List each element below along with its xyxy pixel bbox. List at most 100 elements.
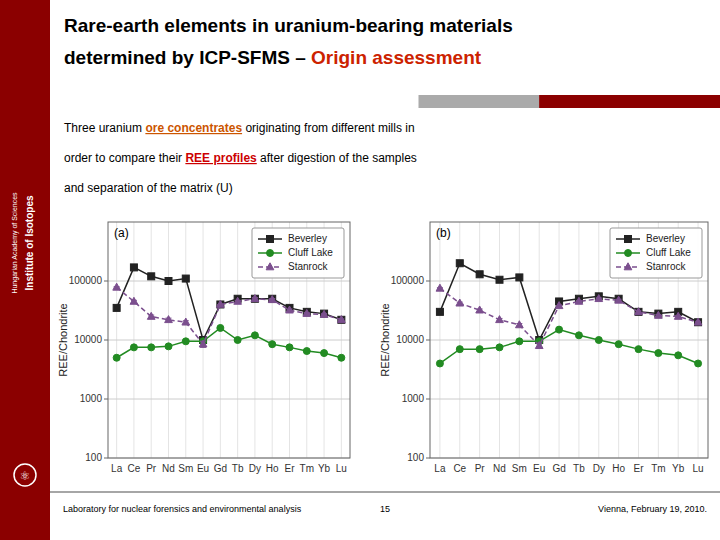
point [556,326,563,333]
point [635,308,642,315]
plot-frame [108,222,350,458]
point [456,299,464,306]
x-tick-label: Ce [128,463,141,474]
y-tick [426,281,430,282]
point [269,341,276,348]
point [199,340,207,347]
point [217,300,225,307]
legend-entry: Cluff Lake [288,247,333,258]
point [496,344,503,351]
y-tick-label: 1000 [80,393,103,404]
point [321,310,328,317]
x-tick-label: Lu [336,463,347,474]
x-tick-label: Dy [593,463,605,474]
point [496,316,504,323]
point [182,318,190,325]
point [456,346,463,353]
data-group [113,264,345,361]
subtitle-part: Origin assessment [311,47,482,68]
y-tick [104,399,108,400]
point [575,297,583,304]
footer-text: Laboratory for nuclear forensics and env… [63,504,302,514]
body-text-part: ore concentrates [145,121,242,135]
body-text-part: originating from different mills in [242,121,415,135]
point [269,295,276,302]
point [182,338,189,345]
point [338,316,345,323]
point [130,344,137,351]
x-tick-label: Er [634,463,645,474]
point [476,271,483,278]
point [516,338,523,345]
panel-label: (b) [436,226,451,240]
y-grid-line [108,340,350,341]
plot-frame [430,222,708,458]
y-tick [426,399,430,400]
x-tick-label: Dy [249,463,261,474]
point [217,324,224,331]
y-tick-label: 10000 [396,334,424,345]
legend-marker [267,236,274,243]
point [516,321,524,328]
point [694,318,702,325]
point [516,274,523,281]
point [476,306,484,313]
y-tick-label: 1000 [402,393,425,404]
point [182,275,189,282]
point [165,343,172,350]
y-axis-label: REE/Chondrite [379,303,391,376]
chart: 100100010000100000LaCePrNdSmEuGdTbDyHoEr… [57,222,350,474]
x-tick-label: Gd [552,463,565,474]
point [303,348,310,355]
page: Institute of IsotopesHungarian Academy o… [0,0,720,540]
decoration-bar [419,95,540,108]
subtitle-part: determined by ICP-SFMS – [64,47,311,68]
legend-entry: Stanrock [646,261,686,272]
y-grid-line [430,399,708,400]
point [251,332,258,339]
sidebar [0,0,50,540]
point [615,295,622,302]
point [321,350,328,357]
x-tick-label: Ce [453,463,466,474]
legend: BeverleyCluff LakeStanrock [252,228,344,278]
body-text-part: REE profiles [185,151,257,165]
y-tick [104,281,108,282]
y-tick-label: 100 [407,452,424,463]
y-tick-label: 100000 [391,275,425,286]
point [436,360,443,367]
legend-marker [625,250,632,257]
sidebar-subtitle: Hungarian Academy of Sciences [11,192,19,294]
point [674,312,682,319]
point [234,337,241,344]
x-tick-label: La [111,463,123,474]
point [496,276,503,283]
point [615,341,622,348]
x-tick-label: La [434,463,446,474]
point [130,264,137,271]
legend-box [610,228,702,278]
point [251,295,259,302]
x-tick-label: Yb [672,463,685,474]
y-tick-label: 10000 [74,334,102,345]
x-tick-label: Er [285,463,296,474]
body-text-part: and separation of the matrix (U) [64,181,233,195]
point [456,260,463,267]
background [0,0,720,540]
point [555,302,563,309]
x-tick-label: Tm [300,463,314,474]
plot-area [430,222,708,458]
title: Rare-earth elements in uranium-bearing m… [64,15,513,36]
point [675,352,682,359]
subtitle: determined by ICP-SFMS – Origin assessme… [64,47,482,68]
legend-entry: Beverley [646,233,685,244]
x-tick-label: Sm [178,463,193,474]
x-tick-label: Eu [197,463,209,474]
body-text-part: after digestion of the samples [257,151,417,165]
x-tick-label: Nd [493,463,506,474]
point [615,296,623,303]
logo-icon: ⚛ [20,469,31,483]
logo-circle [14,464,36,486]
y-tick-label: 100 [85,452,102,463]
legend-entry: Stanrock [288,261,328,272]
